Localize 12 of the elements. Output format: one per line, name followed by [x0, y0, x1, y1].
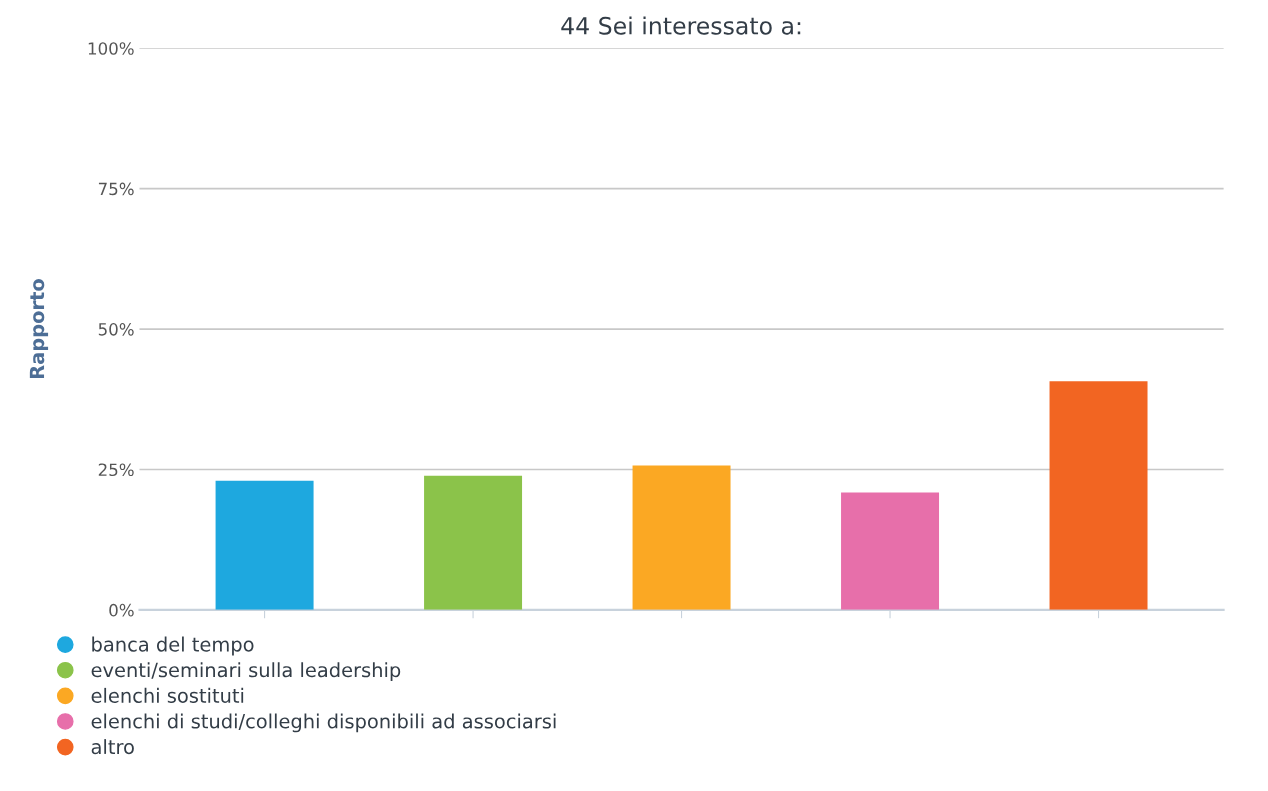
y-tick-label: 50%	[98, 323, 134, 336]
y-tick-label: 25%	[98, 463, 134, 477]
legend-label: elenchi di studi/colleghi disponibili ad associarsi	[91, 713, 556, 733]
y-axis-title: Rapporto	[29, 279, 49, 379]
legend-label: elenchi sostituti	[91, 687, 244, 703]
y-tick-label: 100%	[88, 42, 134, 55]
y-tick-label: 75%	[98, 182, 134, 196]
chart-title: 44 Sei interessato a:	[561, 16, 801, 35]
legend-label: eventi/seminari sulla leadership	[91, 662, 401, 682]
legend-label: banca del tempo	[92, 636, 254, 656]
legend-label: altro	[91, 739, 134, 755]
y-tick-label: 0%	[109, 603, 134, 617]
